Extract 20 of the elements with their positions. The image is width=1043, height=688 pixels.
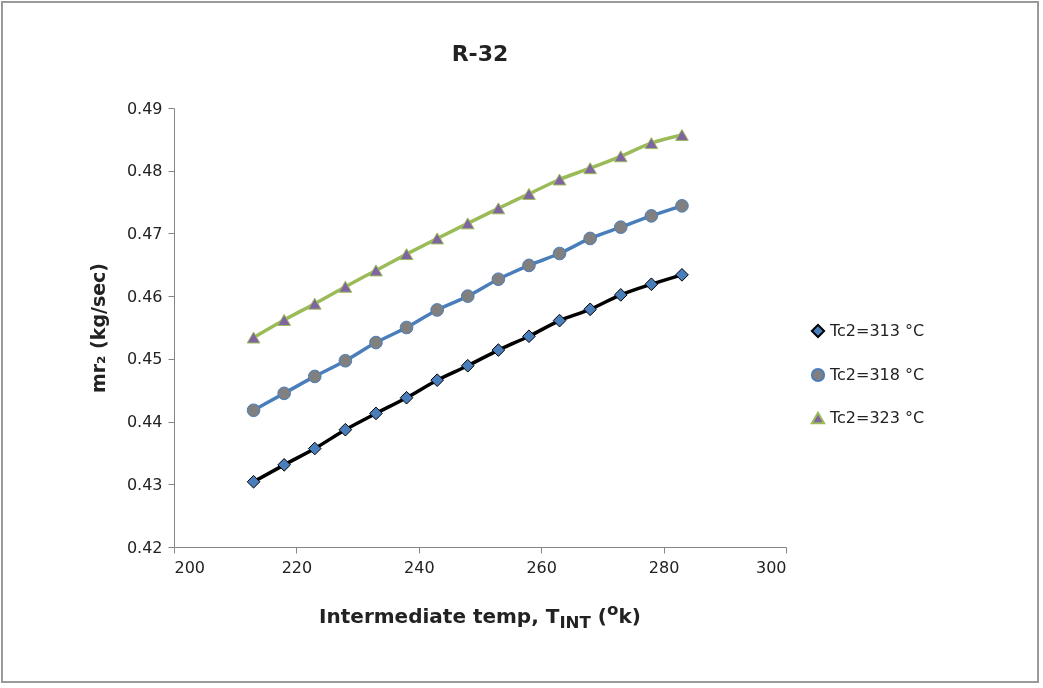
x-tick-label: 200: [174, 557, 206, 577]
y-tick-label: 0.42: [126, 537, 163, 557]
legend-label: Tc2=313 °C: [829, 321, 925, 340]
x-tick-label: 220: [281, 557, 313, 577]
x-tick-label: 300: [755, 557, 787, 577]
y-axis-title: mr₂ (kg/sec): [86, 262, 109, 394]
y-tick-label: 0.44: [126, 412, 163, 432]
x-tick-label: 280: [648, 557, 680, 577]
x-tick-label: 260: [526, 557, 557, 577]
x-axis-title: Intermediate temp, T$_{INT}$ ($^{o}$k): [318, 600, 642, 632]
legend-label: Tc2=323 °C: [829, 408, 925, 427]
y-tick-label: 0.48: [126, 161, 163, 181]
y-tick-label: 0.47: [126, 223, 163, 243]
chart-title: R-32: [451, 41, 509, 66]
y-tick-label: 0.43: [126, 474, 163, 494]
y-tick-label: 0.49: [126, 98, 163, 118]
x-tick-label: 240: [404, 557, 435, 577]
y-tick-label: 0.45: [126, 349, 163, 369]
legend-label: Tc2=318 °C: [829, 365, 925, 384]
y-tick-label: 0.46: [126, 286, 163, 306]
